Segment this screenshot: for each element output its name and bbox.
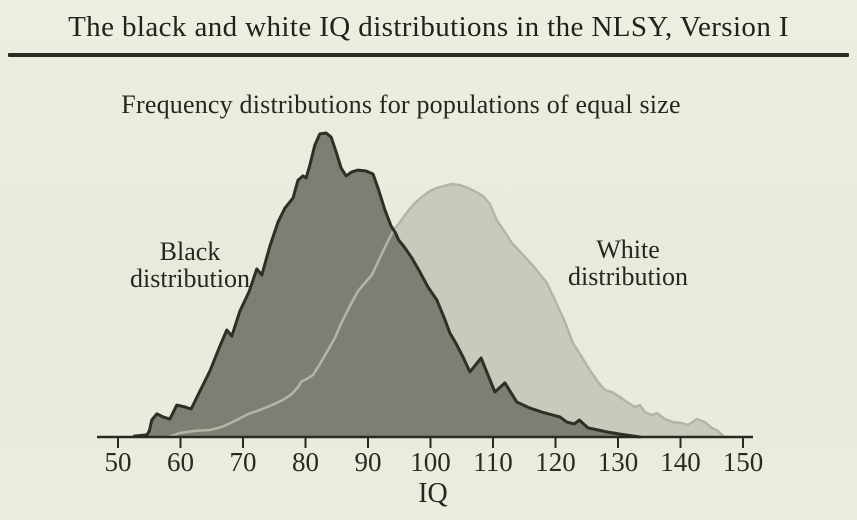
white-distribution-outline (166, 182, 726, 439)
chart-subtitle: Frequency distributions for populations … (121, 90, 681, 119)
white-distribution-label-line1: White (596, 235, 660, 264)
x-tick-label: 140 (660, 447, 701, 477)
white-distribution-label-line2: distribution (568, 262, 688, 291)
white-distribution-label: White distribution (568, 236, 688, 290)
x-tick-label: 50 (105, 447, 132, 477)
x-tick-label: 70 (230, 447, 257, 477)
white-distribution-area (168, 184, 725, 437)
x-tick-label: 90 (355, 447, 382, 477)
black-distribution-outline (132, 131, 642, 439)
x-tick-label: 130 (598, 447, 639, 477)
title-rule (8, 53, 849, 57)
black-distribution-label: Black distribution (130, 238, 250, 292)
figure-title: The black and white IQ distributions in … (68, 11, 789, 43)
x-tick-label: 110 (473, 447, 513, 477)
x-tick-label: 150 (723, 447, 764, 477)
black-distribution-label-line1: Black (159, 237, 221, 266)
black-distribution-area (134, 133, 640, 437)
x-tick-label: 100 (410, 447, 451, 477)
x-tick-label: 80 (292, 447, 319, 477)
black-distribution-label-line2: distribution (130, 264, 250, 293)
x-axis-title-iq: IQ (418, 478, 448, 509)
x-tick-label: 120 (535, 447, 576, 477)
x-tick-label: 60 (167, 447, 194, 477)
